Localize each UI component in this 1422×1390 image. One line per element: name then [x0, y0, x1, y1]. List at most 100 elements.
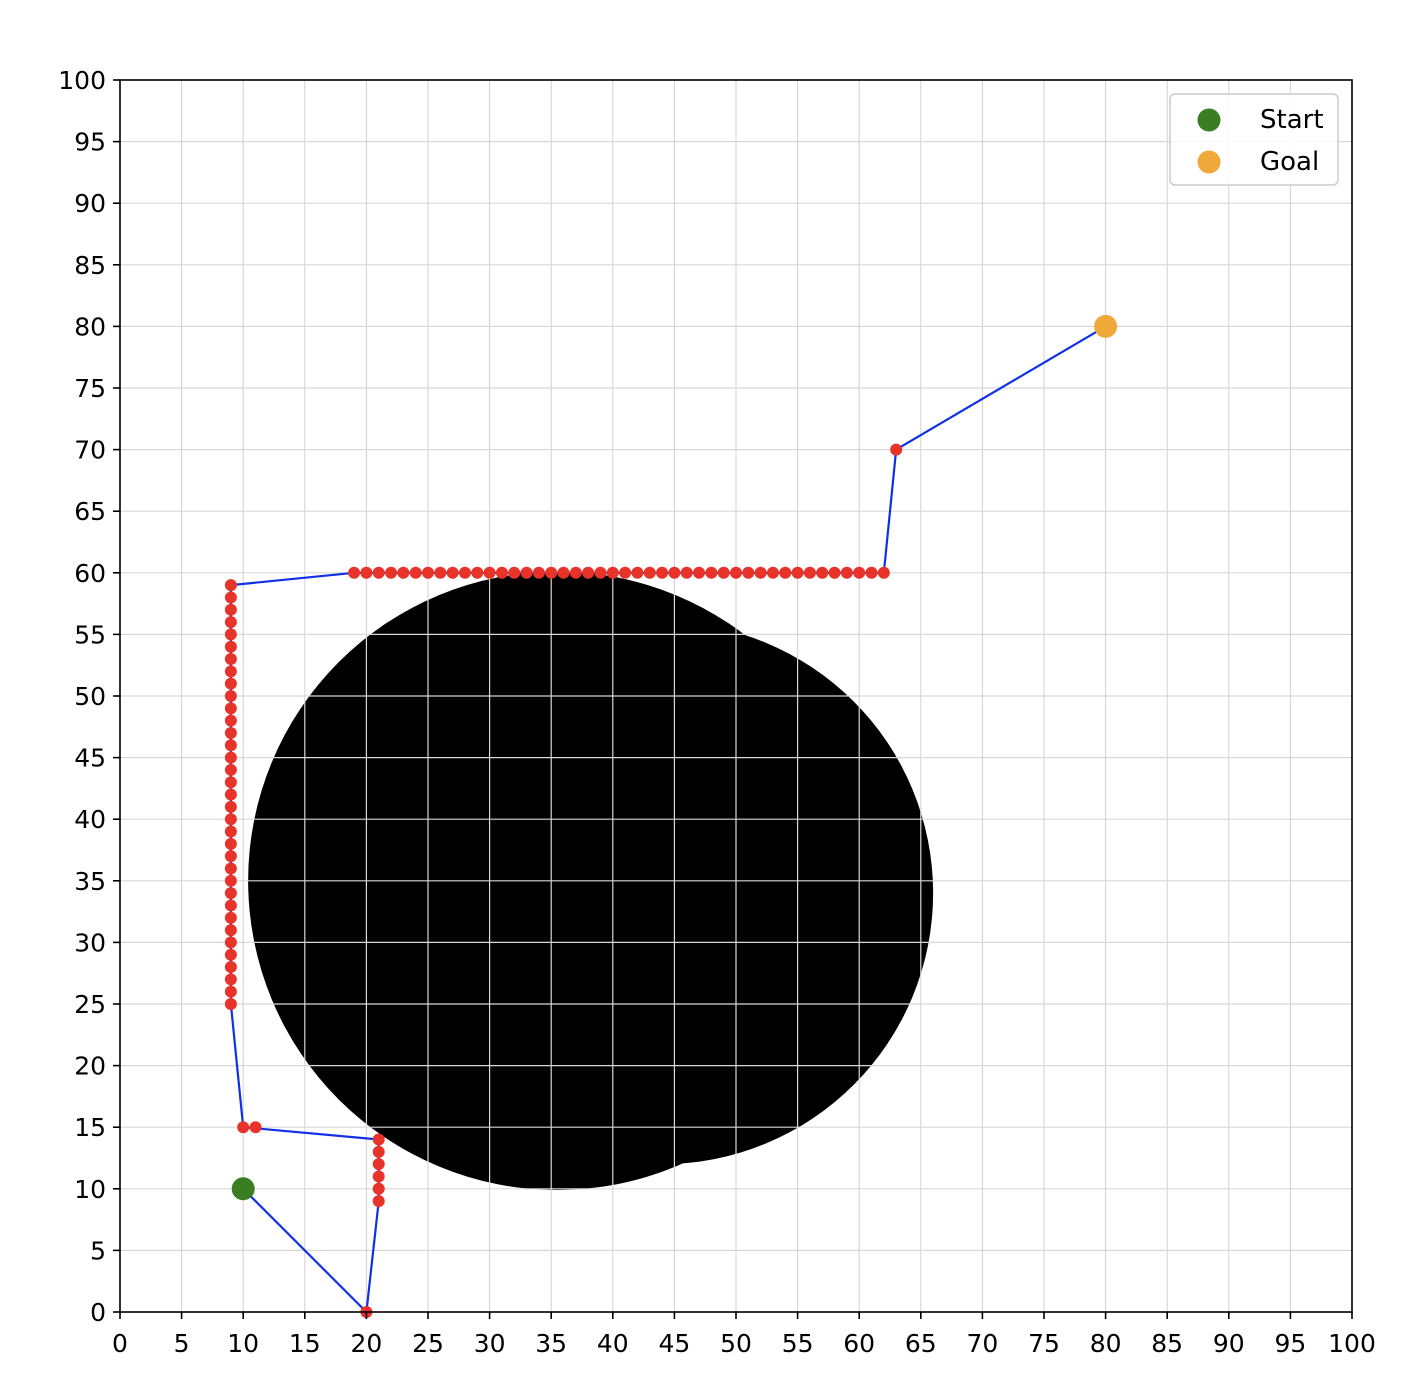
waypoint-point-77 [754, 566, 767, 579]
waypoint-point-26 [224, 788, 237, 801]
waypoint-point-5 [372, 1170, 385, 1183]
waypoint-point-37 [224, 653, 237, 666]
x-tick-label-80: 80 [1090, 1329, 1122, 1358]
waypoint-point-7 [372, 1145, 385, 1158]
waypoint-point-81 [803, 566, 816, 579]
legend-marker-goal [1197, 150, 1221, 174]
waypoint-point-86 [865, 566, 878, 579]
waypoint-point-53 [458, 566, 471, 579]
waypoint-point-75 [730, 566, 742, 579]
waypoint-point-89 [890, 443, 903, 456]
x-tick-label-55: 55 [782, 1329, 814, 1358]
waypoint-point-24 [224, 813, 237, 826]
y-tick-label-5: 5 [90, 1236, 106, 1265]
waypoint-point-56 [495, 566, 508, 579]
waypoint-point-48 [397, 566, 410, 579]
waypoint-point-85 [853, 566, 866, 579]
y-tick-label-60: 60 [74, 559, 106, 588]
x-tick-label-90: 90 [1213, 1329, 1245, 1358]
y-tick-label-30: 30 [74, 928, 106, 957]
waypoint-point-82 [816, 566, 829, 579]
y-tick-label-35: 35 [74, 867, 106, 896]
waypoint-point-79 [779, 566, 792, 579]
obstacle-2 [391, 622, 934, 1165]
legend-marker-start [1197, 108, 1221, 132]
waypoint-point-44 [348, 566, 361, 579]
waypoint-point-32 [224, 714, 237, 727]
waypoint-point-30 [224, 739, 237, 752]
waypoint-point-23 [224, 825, 237, 838]
x-tick-label-5: 5 [174, 1329, 190, 1358]
waypoint-point-52 [446, 566, 459, 579]
waypoint-point-49 [409, 566, 422, 579]
waypoint-point-59 [532, 566, 545, 579]
waypoint-point-83 [828, 566, 841, 579]
waypoint-point-55 [483, 566, 496, 579]
x-tick-label-40: 40 [597, 1329, 629, 1358]
y-tick-label-25: 25 [74, 990, 106, 1019]
x-tick-label-25: 25 [412, 1329, 444, 1358]
waypoint-point-47 [385, 566, 398, 579]
x-tick-label-60: 60 [843, 1329, 875, 1358]
waypoint-point-40 [224, 616, 237, 629]
waypoint-point-20 [224, 862, 237, 875]
waypoint-point-78 [766, 566, 779, 579]
waypoint-point-9 [224, 998, 237, 1010]
goal-point [1094, 314, 1118, 338]
waypoint-point-10 [224, 985, 237, 998]
x-tick-label-50: 50 [720, 1329, 752, 1358]
y-tick-label-50: 50 [74, 682, 106, 711]
waypoint-point-50 [422, 566, 434, 579]
waypoint-point-64 [594, 566, 607, 579]
waypoint-point-33 [224, 702, 237, 715]
x-tick-label-70: 70 [966, 1329, 998, 1358]
y-tick-label-10: 10 [74, 1175, 106, 1204]
legend: Start Goal [1169, 93, 1339, 186]
waypoint-point-87 [877, 566, 890, 579]
y-tick-label-45: 45 [74, 744, 106, 773]
waypoint-point-68 [643, 566, 656, 579]
waypoint-point-72 [693, 566, 706, 579]
waypoint-point-42 [224, 591, 237, 604]
waypoint-point-41 [224, 603, 237, 616]
waypoint-point-71 [680, 566, 693, 579]
waypoint-point-14 [224, 936, 237, 949]
waypoint-point-12 [224, 961, 237, 974]
y-tick-label-40: 40 [74, 805, 106, 834]
x-tick-label-75: 75 [1028, 1329, 1060, 1358]
x-tick-label-85: 85 [1151, 1329, 1183, 1358]
waypoint-point-39 [224, 628, 237, 641]
waypoint-point-18 [224, 887, 237, 900]
y-tick-label-55: 55 [74, 620, 106, 649]
waypoint-point-11 [224, 973, 237, 986]
y-tick-label-85: 85 [74, 251, 106, 280]
waypoint-point-46 [372, 566, 385, 579]
waypoint-point-54 [471, 566, 484, 579]
y-tick-label-15: 15 [74, 1113, 106, 1142]
start-point [231, 1177, 255, 1201]
waypoint-point-13 [224, 948, 237, 961]
waypoint-point-74 [717, 566, 730, 579]
marker-layer [231, 314, 1118, 1201]
waypoint-point-51 [434, 566, 447, 579]
y-tick-label-80: 80 [74, 312, 106, 341]
waypoint-point-60 [545, 566, 558, 579]
y-tick-label-75: 75 [74, 374, 106, 403]
y-tick-label-0: 0 [90, 1298, 106, 1327]
waypoint-point-43 [224, 579, 237, 592]
x-tick-label-65: 65 [905, 1329, 937, 1358]
y-tick-label-100: 100 [58, 66, 106, 95]
x-tick-label-35: 35 [535, 1329, 567, 1358]
waypoint-point-29 [224, 751, 237, 764]
waypoint-point-70 [668, 566, 681, 579]
waypoint-point-65 [606, 566, 619, 579]
waypoint-point-1 [237, 1121, 250, 1134]
waypoint-point-63 [582, 566, 595, 579]
waypoint-point-17 [224, 899, 237, 912]
legend-label-start: Start [1260, 105, 1324, 135]
waypoint-point-2 [249, 1121, 262, 1134]
waypoint-point-22 [224, 837, 237, 850]
waypoint-point-38 [224, 640, 237, 653]
waypoint-point-69 [656, 566, 669, 579]
waypoint-point-15 [224, 924, 237, 937]
